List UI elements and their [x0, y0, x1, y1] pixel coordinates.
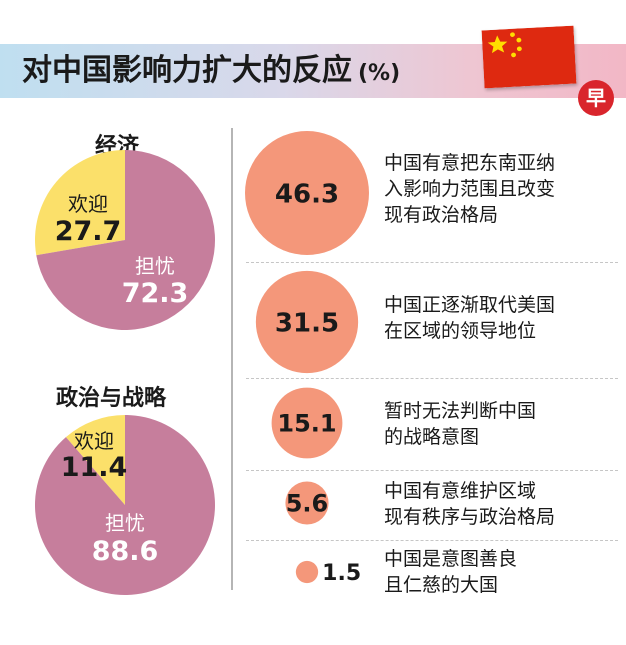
- description-line: 入影响力范围且改变: [384, 178, 556, 200]
- pie-slice-value: 27.7: [55, 216, 122, 247]
- bubble: [295, 560, 319, 584]
- bubble-description-1: 中国正逐渐取代美国 在区域的领导地位: [384, 292, 609, 344]
- title-text: 对中国影响力扩大的反应: [22, 53, 352, 88]
- pie-slice-label: 欢迎: [68, 192, 108, 216]
- publisher-logo: 早: [578, 80, 614, 116]
- description-line: 中国有意把东南亚纳: [384, 152, 556, 174]
- vertical-divider: [231, 128, 233, 590]
- bubble: [245, 131, 369, 255]
- bubble-value: 5.6: [286, 490, 329, 518]
- bubble: [285, 481, 329, 525]
- description-line: 中国正逐渐取代美国: [384, 294, 556, 316]
- page-title: 对中国影响力扩大的反应 (%): [22, 49, 400, 93]
- description-line: 中国是意图善良: [384, 548, 518, 570]
- description-line: 且仁慈的大国: [384, 574, 499, 596]
- pie-slice-value: 88.6: [92, 536, 159, 567]
- row-separator: [246, 378, 618, 379]
- pie-slice-label: 担忧: [135, 254, 175, 278]
- description-line: 在区域的领导地位: [384, 320, 537, 342]
- description-line: 现有秩序与政治格局: [384, 506, 556, 528]
- description-line: 暂时无法判断中国: [384, 400, 537, 422]
- description-line: 的战略意图: [384, 426, 480, 448]
- row-separator: [246, 470, 618, 471]
- pie-slice-label: 欢迎: [74, 429, 114, 453]
- pie-slice-label: 担忧: [105, 511, 145, 535]
- pie-slice: [36, 150, 215, 330]
- row-separator: [246, 540, 618, 541]
- pie-slice-value: 11.4: [61, 452, 128, 483]
- description-line: 中国有意维护区域: [384, 480, 537, 502]
- politics-pie-title: 政治与战略: [56, 386, 167, 411]
- bubble-description-4: 中国是意图善良 且仁慈的大国: [384, 546, 609, 598]
- pie-slice: [34, 415, 215, 595]
- bubble: [271, 387, 343, 459]
- row-separator: [246, 262, 618, 263]
- bubble-description-2: 暂时无法判断中国 的战略意图: [384, 398, 609, 450]
- pie-slice: [65, 415, 125, 505]
- bubble-value: 31.5: [275, 308, 339, 338]
- pie-slice: [34, 150, 125, 256]
- bubble-description-0: 中国有意把东南亚纳 入影响力范围且改变 现有政治格局: [384, 150, 609, 228]
- china-flag-icon: [481, 25, 577, 89]
- bubble-value: 1.5: [322, 561, 361, 586]
- pie-slice-value: 72.3: [122, 278, 189, 309]
- description-line: 现有政治格局: [384, 204, 499, 226]
- bubble: [255, 270, 359, 374]
- bubble-value: 15.1: [277, 410, 336, 438]
- title-unit: (%): [358, 61, 401, 86]
- bubble-value: 46.3: [275, 179, 339, 209]
- bubble-description-3: 中国有意维护区域 现有秩序与政治格局: [384, 478, 609, 530]
